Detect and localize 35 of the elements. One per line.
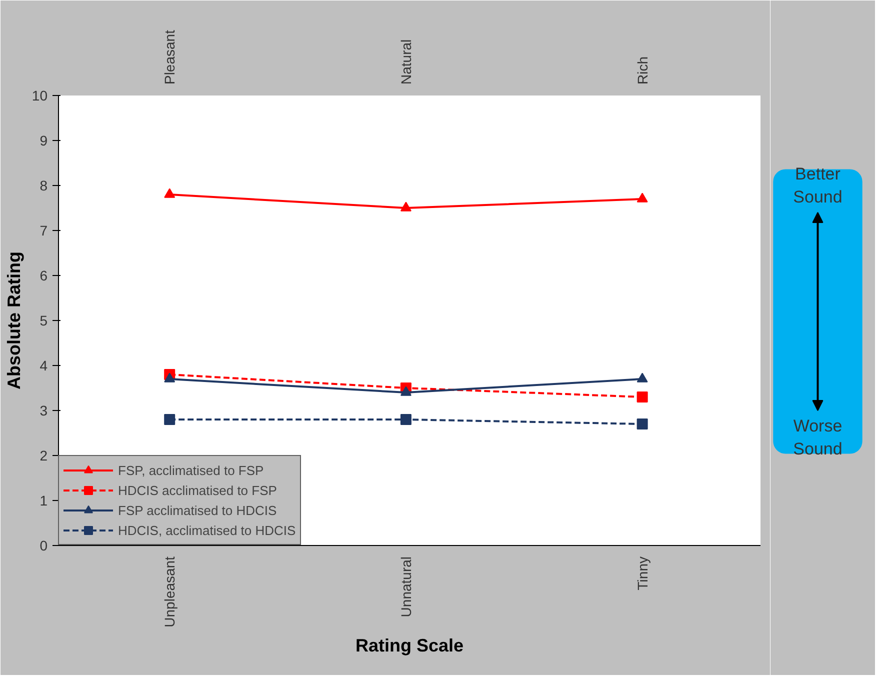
x-tick-label: Tinny <box>634 556 650 590</box>
legend-label: HDCIS acclimatised to FSP <box>118 482 277 498</box>
text: Worse Sound <box>793 416 842 458</box>
y-tick-label: 7 <box>40 222 48 238</box>
y-tick-label: 6 <box>40 268 48 284</box>
text: Natural <box>398 39 414 84</box>
y-tick-label: 4 <box>40 358 48 374</box>
y-tick-label: 5 <box>40 312 48 328</box>
point <box>636 392 648 402</box>
point <box>164 372 176 382</box>
point <box>636 372 648 382</box>
legend-label: FSP, acclimatised to FSP <box>118 462 264 478</box>
y-tick-label: 1 <box>40 492 48 508</box>
point <box>400 414 412 425</box>
text: Rich <box>634 56 650 84</box>
text: Pleasant <box>162 30 178 84</box>
point <box>400 202 412 212</box>
text: Better Sound <box>793 164 842 206</box>
point <box>636 192 648 202</box>
x-axis-title: Rating Scale <box>355 635 464 656</box>
point <box>400 386 412 396</box>
x-tick-label: Unnatural <box>398 556 414 618</box>
x-tick-label: Unpleasant <box>162 556 178 628</box>
y-tick-label: 8 <box>40 178 48 194</box>
point <box>164 188 176 198</box>
legend-label: FSP acclimatised to HDCIS <box>118 502 277 518</box>
point <box>636 418 648 430</box>
y-tick-label: 9 <box>40 132 48 148</box>
legend-label: HDCIS, acclimatised to HDCIS <box>118 522 296 538</box>
point <box>164 414 176 425</box>
y-tick-label: 0 <box>40 538 48 554</box>
y-tick-label: 3 <box>40 402 48 418</box>
y-axis-title: Absolute Rating <box>4 252 24 390</box>
y-tick-label: 10 <box>32 88 48 104</box>
y-tick-label: 2 <box>40 448 48 464</box>
